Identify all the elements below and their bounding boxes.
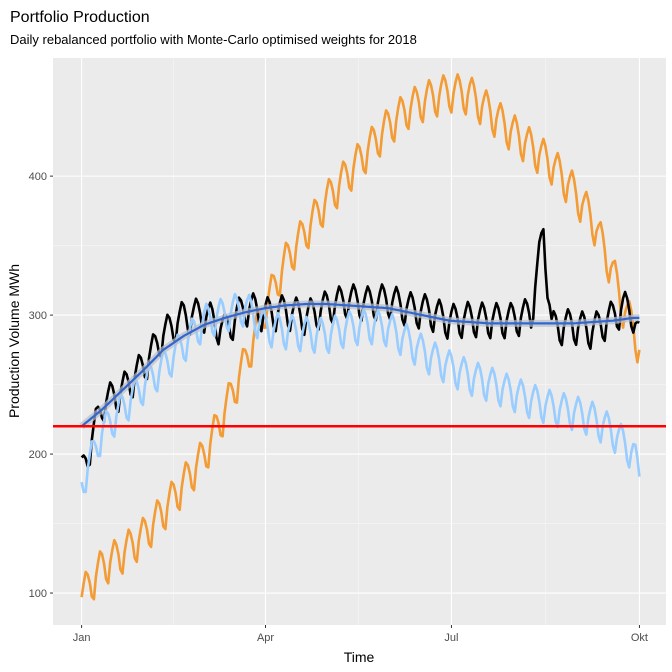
x-tick-label: Okt xyxy=(631,632,648,644)
x-axis: Jan Apr Jul Okt xyxy=(73,625,648,644)
y-tick-label: 200 xyxy=(29,449,47,461)
series-line-2 xyxy=(80,292,641,494)
grid-major xyxy=(53,58,666,625)
x-axis-title: Time xyxy=(344,649,375,665)
chart-subtitle: Daily rebalanced portfolio with Monte-Ca… xyxy=(10,32,417,47)
y-axis-title: Production Volume MWh xyxy=(6,264,22,418)
x-tick-label: Jan xyxy=(73,632,91,644)
x-tick-label: Jul xyxy=(444,632,458,644)
x-tick-label: Apr xyxy=(257,632,274,644)
y-tick-label: 400 xyxy=(29,171,47,183)
y-axis: 100 200 300 400 xyxy=(29,171,53,600)
y-tick-label: 100 xyxy=(29,588,47,600)
chart-title: Portfolio Production xyxy=(10,9,150,26)
series-line-3 xyxy=(80,302,640,428)
series-line-0 xyxy=(80,73,641,601)
series-group xyxy=(53,73,666,601)
y-tick-label: 300 xyxy=(29,310,47,322)
